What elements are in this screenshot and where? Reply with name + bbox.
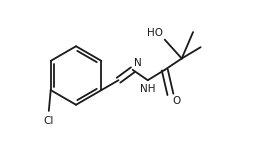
Text: NH: NH <box>140 84 155 94</box>
Text: O: O <box>173 96 181 106</box>
Text: HO: HO <box>147 28 163 38</box>
Text: Cl: Cl <box>44 116 54 126</box>
Text: N: N <box>134 58 141 68</box>
